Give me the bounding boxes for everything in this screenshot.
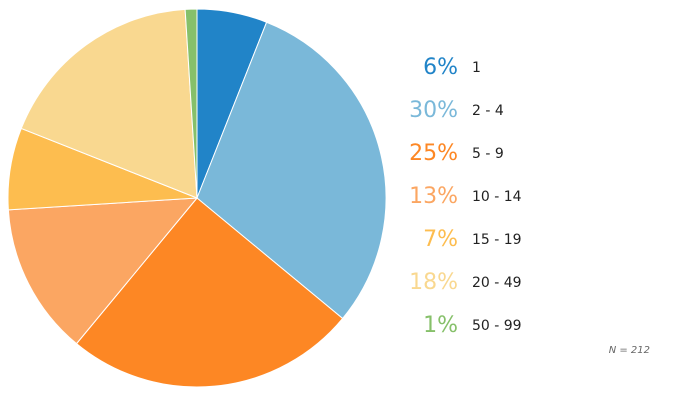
pie-slice (196, 21, 387, 320)
legend-item: 25% 5 - 9 (400, 132, 600, 175)
legend-item: 6% 1 (400, 46, 600, 89)
legend-label: 1 (472, 59, 481, 76)
pie-slice (75, 197, 344, 388)
legend-label: 10 - 14 (472, 188, 522, 205)
legend-percent: 25% (409, 141, 458, 166)
legend-item: 13% 10 - 14 (400, 175, 600, 218)
legend-percent: 7% (423, 227, 458, 252)
legend-item: 7% 15 - 19 (400, 218, 600, 261)
legend-percent: 6% (423, 55, 458, 80)
legend-label: 15 - 19 (472, 231, 522, 248)
pie-slice (7, 197, 199, 345)
legend-percent: 18% (409, 270, 458, 295)
pie-slice (20, 8, 198, 199)
pie-slice (184, 8, 198, 199)
legend-item: 1% 50 - 99 (400, 304, 600, 347)
sample-size-note: N = 212 (608, 345, 650, 356)
legend-percent: 1% (423, 313, 458, 338)
legend-percent: 13% (409, 184, 458, 209)
legend-item: 30% 2 - 4 (400, 89, 600, 132)
legend-label: 20 - 49 (472, 274, 522, 291)
pie-chart (7, 8, 387, 388)
legend-item: 18% 20 - 49 (400, 261, 600, 304)
legend: 6% 1 30% 2 - 4 25% 5 - 9 13% 10 - 14 7% … (400, 46, 600, 347)
legend-label: 50 - 99 (472, 317, 522, 334)
legend-percent: 30% (409, 98, 458, 123)
legend-label: 5 - 9 (472, 145, 504, 162)
legend-label: 2 - 4 (472, 102, 504, 119)
